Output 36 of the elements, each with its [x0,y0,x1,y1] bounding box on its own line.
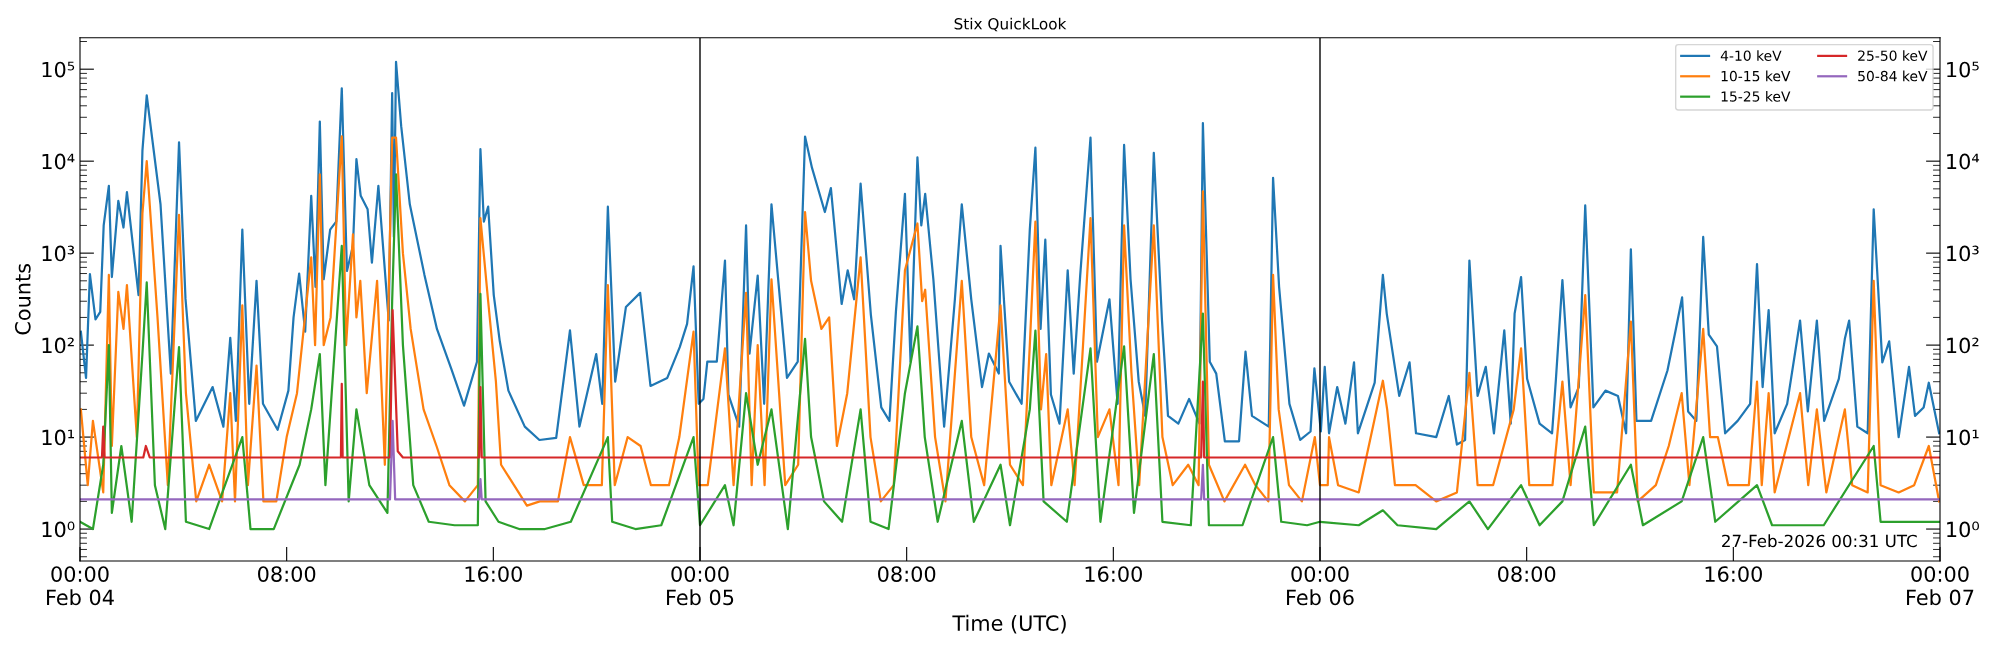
x-tick-label: 08:00 [1498,566,1556,582]
text: 10¹ [1947,429,1979,446]
x-tick-label: 00:00 Feb 05 [667,566,734,606]
x-tick-label: 08:00 [258,566,316,582]
text: 10² [1947,337,1979,354]
line-series [80,60,1940,446]
y-tick-label: 10² [42,337,74,354]
x-tick-label: 16:00 [1085,566,1142,582]
x-tick-label: 16:00 [1705,566,1762,582]
y-tick-label: 10⁴ [42,153,75,170]
x-tick-label: 00:00 Feb 04 [47,566,114,606]
x-tick-label: 08:00 [878,566,936,582]
text: 10⁴ [1947,153,1980,170]
y-tick-label: 10⁰ [42,521,75,538]
legend-label: 50-84 keV [1858,70,1928,82]
y-tick-label: 10³ [42,245,75,262]
line-series [80,309,1940,459]
line-series [80,419,1940,501]
legend-label: 10-15 keV [1721,70,1791,82]
line-series [80,135,1940,507]
text: 10³ [1947,245,1979,262]
text: 10⁵ [1947,61,1979,78]
legend-label: 15-25 keV [1721,90,1791,102]
legend-label: 4-10 keV [1720,50,1782,61]
line-series [80,173,1940,531]
x-tick-label: 00:00 Feb 07 [1907,566,1974,606]
y-axis-title: Counts [14,263,31,335]
annotation: 27-Feb-2026 00:31 UTC [1722,534,1917,548]
text: 10⁰ [1947,521,1979,538]
y-tick-label: 10¹ [42,429,74,446]
x-axis-title: Time (UTC) [952,614,1066,634]
x-tick-label: 00:00 Feb 06 [1287,566,1354,606]
x-tick-label: 16:00 [465,566,522,582]
legend-label: 25-50 keV [1858,50,1928,61]
chart-title: Stix QuickLook [954,17,1067,32]
y-tick-label: 10⁵ [42,61,75,78]
